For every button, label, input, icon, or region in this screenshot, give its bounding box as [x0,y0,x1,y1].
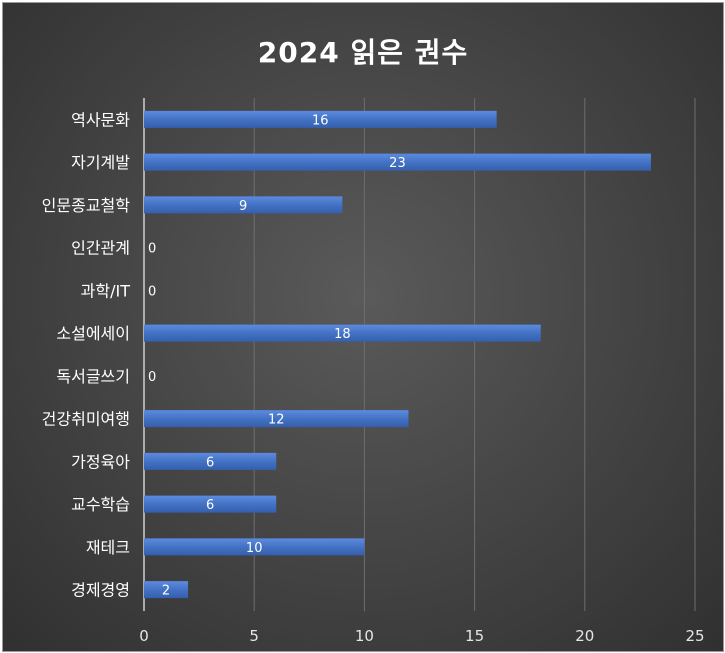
data-label: 18 [334,327,351,342]
data-label: 6 [206,455,214,470]
data-label: 6 [206,498,214,513]
data-label: 12 [268,413,285,428]
data-label: 0 [148,242,156,257]
x-tick-label: 0 [139,627,149,645]
category-label: 자기계발 [71,153,130,172]
data-label: 16 [312,113,329,128]
bar [144,324,541,342]
category-label: 교수학습 [71,495,130,514]
x-tick-label: 25 [685,627,704,645]
bar [144,495,277,513]
x-tick-label: 20 [575,627,594,645]
x-tick-label: 5 [249,627,259,645]
category-label: 인간관계 [71,239,130,258]
category-label: 재테크 [86,538,130,557]
chart-title: 2024 읽은 권수 [257,36,469,69]
data-label: 23 [389,156,406,171]
category-label: 가정육아 [71,452,130,471]
data-label: 9 [239,199,247,214]
bar [144,581,189,599]
category-label: 소설에세이 [56,324,130,343]
data-label: 10 [246,541,263,556]
category-label: 경제경영 [71,581,130,600]
category-label: 역사문화 [71,110,130,129]
bar [144,538,365,556]
bar [144,410,409,428]
bar [144,196,343,214]
bar [144,452,277,470]
category-label: 건강취미여행 [42,410,130,429]
data-label: 2 [162,584,170,599]
data-label: 0 [148,284,156,299]
x-tick-label: 15 [465,627,484,645]
bar [144,153,651,171]
category-label: 과학/IT [81,281,131,300]
category-label: 독서글쓰기 [56,367,130,386]
x-tick-label: 10 [355,627,374,645]
category-label: 인문종교철학 [42,196,131,215]
data-label: 0 [148,370,156,385]
bar [144,110,497,128]
